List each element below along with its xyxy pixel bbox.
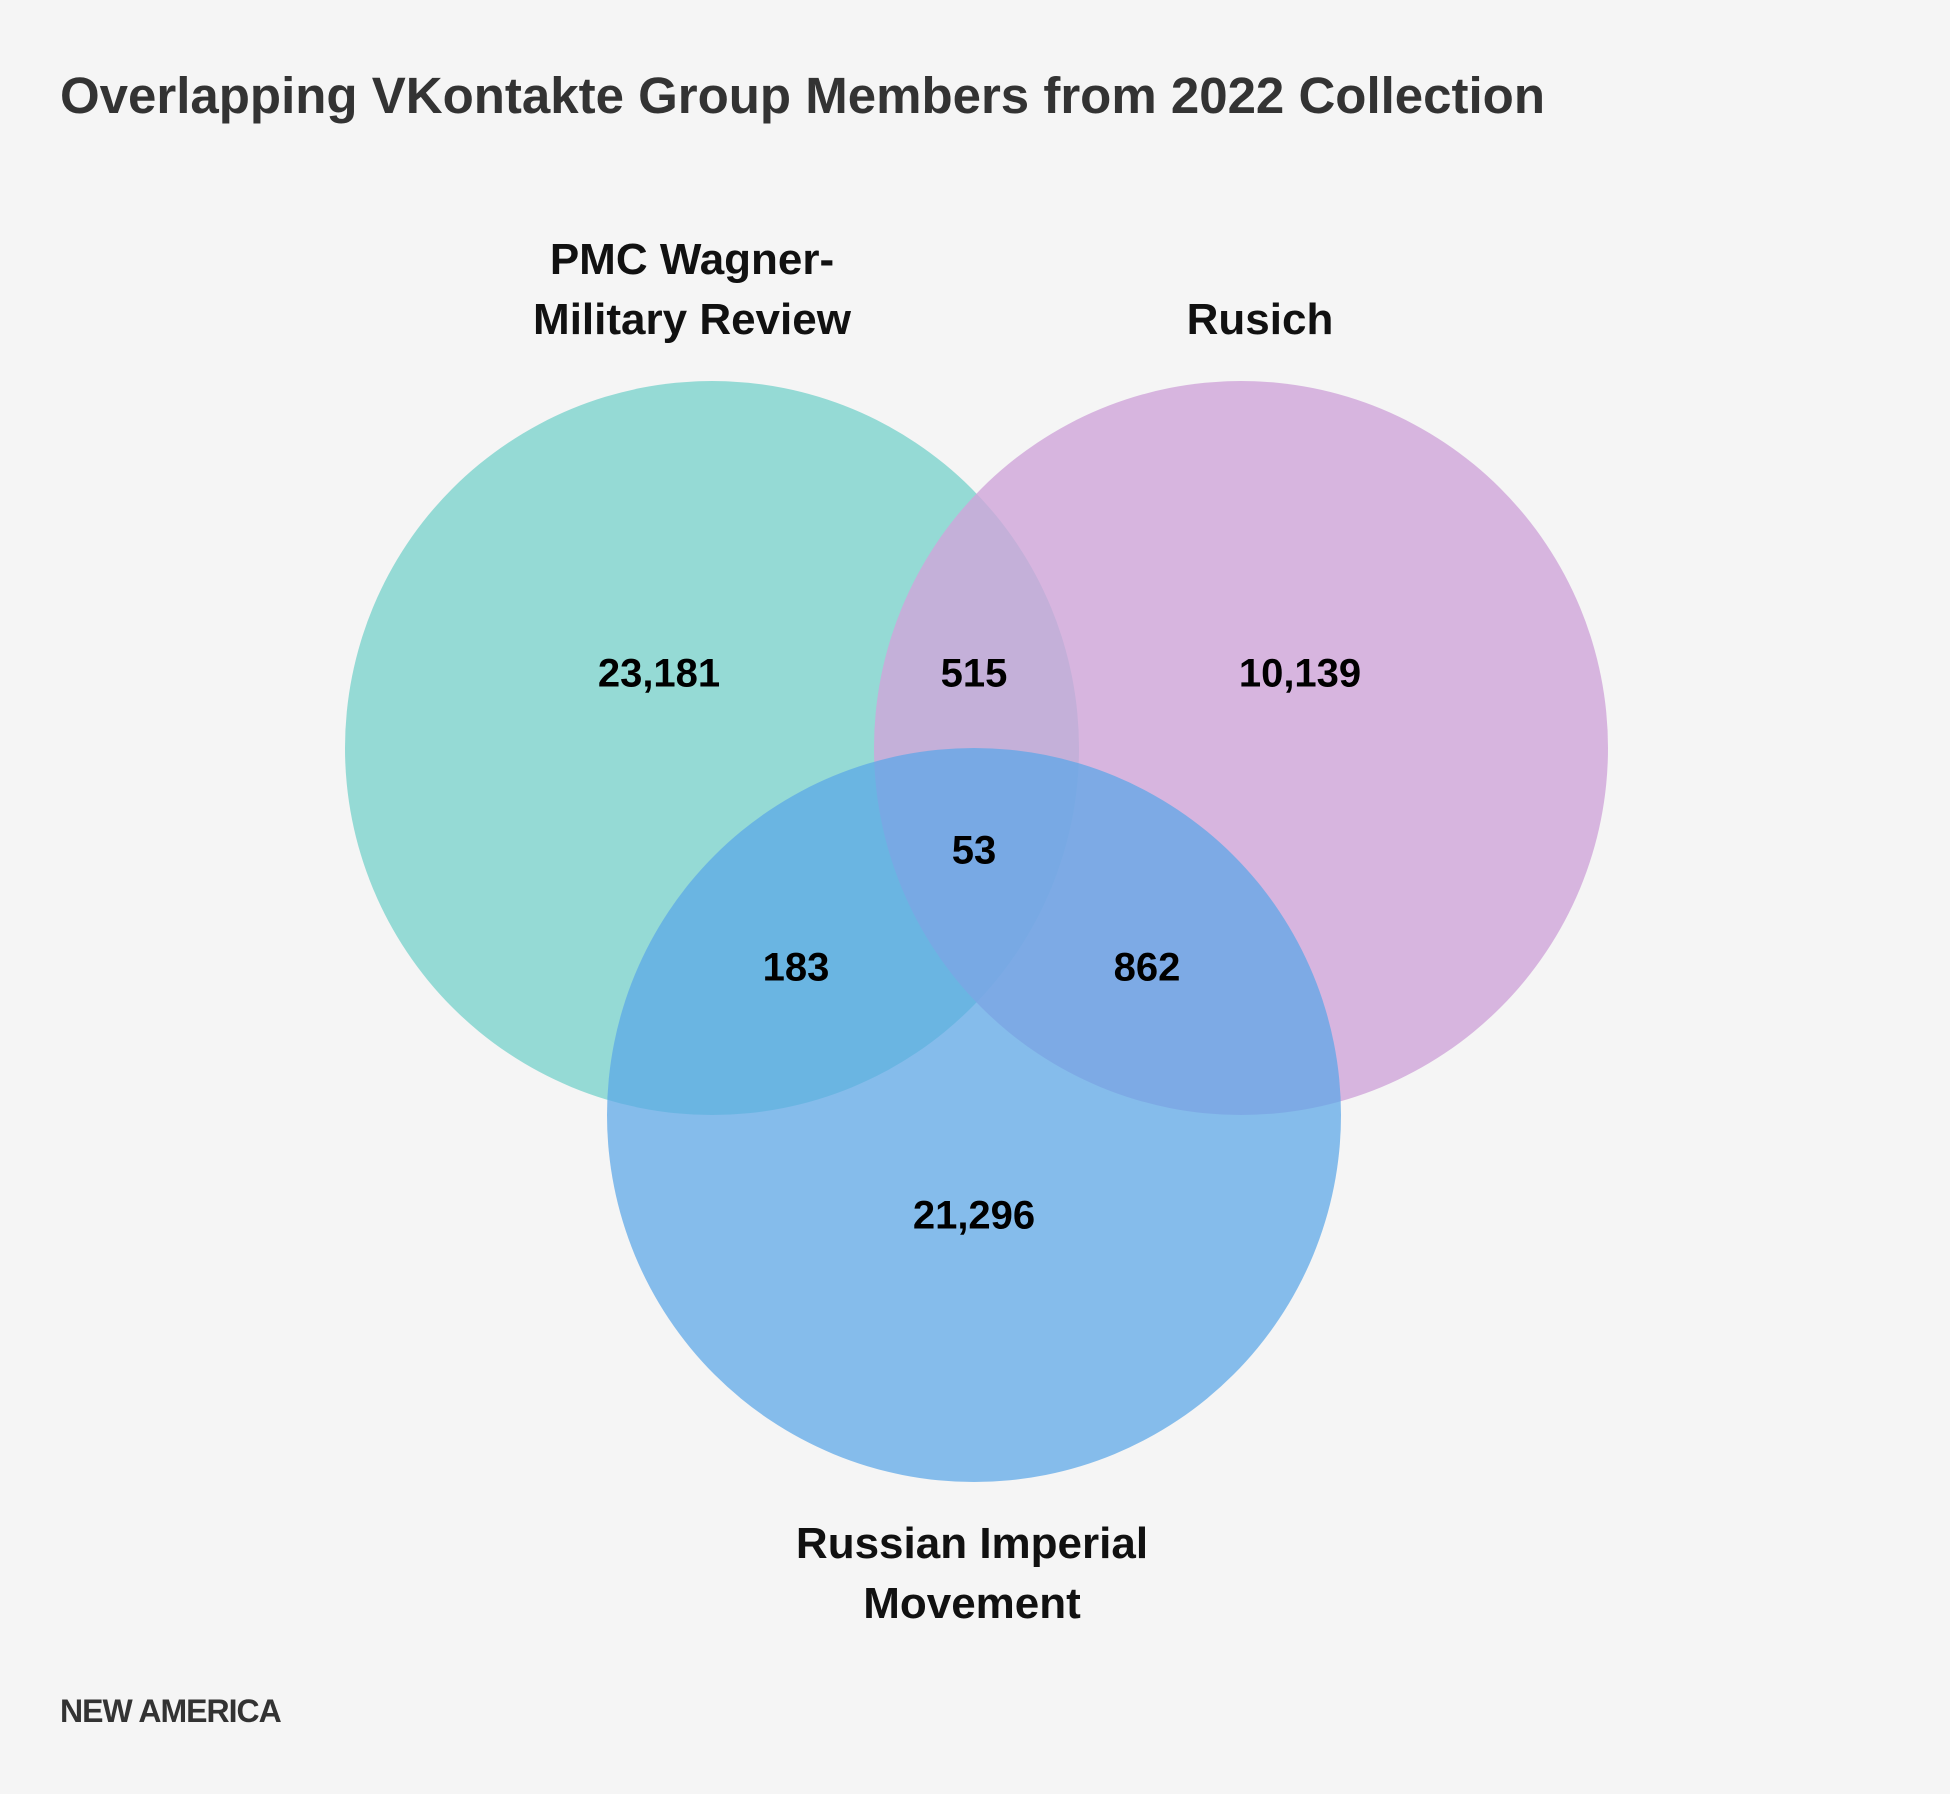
count-wagner-rim: 183	[762, 945, 830, 990]
count-all-three: 53	[951, 828, 997, 873]
count-rusich-only: 10,139	[1238, 651, 1362, 696]
label-wagner-line1: PMC Wagner-	[549, 235, 835, 284]
count-rusich-rim: 862	[1113, 945, 1181, 990]
count-rim-only: 21,296	[912, 1193, 1036, 1238]
label-rusich-line1: Rusich	[1186, 295, 1334, 344]
chart-title: Overlapping VKontakte Group Members from…	[60, 67, 1545, 124]
count-wagner-only: 23,181	[597, 651, 721, 696]
label-rusich: Rusich	[1110, 290, 1410, 350]
new-america-logo: NEW AMERICA	[60, 1693, 282, 1729]
label-rim-line1: Russian Imperial	[795, 1519, 1149, 1568]
label-rim: Russian Imperial Movement	[742, 1514, 1202, 1634]
label-wagner: PMC Wagner- Military Review	[492, 230, 892, 350]
label-wagner-line2: Military Review	[533, 295, 851, 344]
count-wagner-rusich: 515	[940, 651, 1008, 696]
circle-rim	[607, 748, 1341, 1482]
label-rim-line2: Movement	[863, 1579, 1081, 1628]
